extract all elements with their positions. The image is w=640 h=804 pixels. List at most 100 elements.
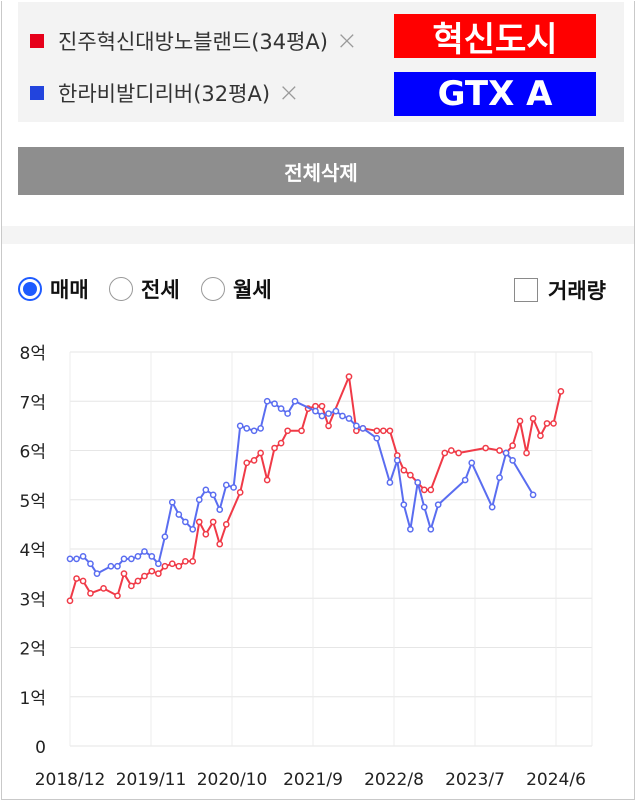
data-point-red <box>543 420 551 427</box>
data-point-red <box>243 459 251 467</box>
data-point-red <box>537 432 544 440</box>
data-point-blue <box>277 405 285 412</box>
radio-empty-icon <box>201 277 225 301</box>
radio-sale[interactable]: 매매 <box>18 274 89 304</box>
data-point-blue <box>318 412 326 420</box>
data-point-blue <box>359 424 367 432</box>
data-point-red <box>257 449 264 457</box>
data-point-blue <box>509 457 516 464</box>
data-point-red <box>386 427 394 435</box>
data-point-red <box>325 422 332 430</box>
data-point-blue <box>250 427 258 435</box>
data-point-red <box>182 557 189 565</box>
data-point-blue <box>148 553 156 560</box>
y-tick-label: 4억 <box>20 541 46 561</box>
badge-gtx-a: GTX A <box>394 72 596 116</box>
data-point-red <box>155 570 162 577</box>
x-tick-label: 2022/8 <box>364 770 424 790</box>
data-point-blue <box>161 533 169 541</box>
data-point-blue <box>87 560 94 568</box>
radio-empty-icon <box>109 277 133 301</box>
section-divider <box>2 226 634 244</box>
data-point-blue <box>468 459 476 467</box>
legend-swatch-red <box>30 34 44 48</box>
y-tick-label: 3억 <box>20 590 46 610</box>
data-point-red <box>380 427 387 435</box>
data-point-red <box>202 530 210 538</box>
badge-innovation-city: 혁신도시 <box>394 14 596 60</box>
data-point-red <box>441 449 449 457</box>
radio-jeonse[interactable]: 전세 <box>109 274 180 304</box>
data-point-red <box>400 466 408 474</box>
radio-label: 전세 <box>141 278 180 302</box>
data-point-red <box>195 518 203 526</box>
data-point-blue <box>325 410 332 417</box>
data-point-blue <box>73 555 80 563</box>
compare-item-2: 한라비발디리버(32평A) × <box>30 76 300 110</box>
data-point-red <box>455 449 462 457</box>
data-point-blue <box>420 503 428 511</box>
compare-item-name: 진주혁신대방노블랜드(34평A) <box>58 30 328 54</box>
data-point-blue <box>271 400 278 408</box>
data-point-blue <box>128 555 135 563</box>
data-point-blue <box>257 424 264 432</box>
data-point-blue <box>427 525 435 533</box>
y-tick-label: 5억 <box>20 492 46 512</box>
data-point-red <box>509 442 516 449</box>
volume-checkbox[interactable]: 거래량 <box>514 276 606 304</box>
data-point-blue <box>496 474 503 481</box>
data-point-red <box>427 486 435 494</box>
x-tick-label: 2018/12 <box>35 770 106 790</box>
data-point-red <box>420 486 428 494</box>
data-point-blue <box>291 397 299 405</box>
radio-selected-icon <box>18 277 42 301</box>
close-icon[interactable]: × <box>278 78 300 108</box>
x-tick-label: 2019/11 <box>116 770 187 790</box>
data-point-blue <box>175 511 183 518</box>
data-point-red <box>66 597 74 605</box>
data-point-blue <box>66 555 74 563</box>
data-point-blue <box>312 407 319 415</box>
radio-label: 월세 <box>233 278 272 302</box>
data-point-red <box>209 518 217 526</box>
data-point-red <box>482 444 489 452</box>
data-point-blue <box>345 415 353 422</box>
data-point-red <box>120 570 128 577</box>
y-tick-label: 8억 <box>20 344 46 364</box>
data-point-blue <box>222 481 230 489</box>
data-point-blue <box>284 410 291 417</box>
data-point-blue <box>529 491 537 499</box>
data-point-red <box>407 471 414 479</box>
clear-all-button[interactable]: 전체삭제 <box>18 147 624 195</box>
data-point-red <box>114 592 121 600</box>
radio-monthly-rent[interactable]: 월세 <box>201 274 272 304</box>
data-point-blue <box>502 449 510 457</box>
x-tick-label: 2021/9 <box>283 770 343 790</box>
data-point-blue <box>414 479 422 486</box>
data-point-red <box>318 402 326 410</box>
data-point-blue <box>141 548 148 555</box>
data-point-blue <box>79 553 87 560</box>
data-point-red <box>447 447 455 454</box>
data-point-blue <box>216 506 224 513</box>
x-tick-label: 2020/10 <box>197 770 268 790</box>
data-point-blue <box>353 422 360 430</box>
data-point-blue <box>393 457 401 464</box>
data-point-blue <box>434 501 442 509</box>
data-point-red <box>141 572 148 580</box>
data-point-red <box>263 476 271 484</box>
data-point-blue <box>114 562 121 570</box>
data-point-blue <box>107 562 115 570</box>
data-point-blue <box>93 570 101 577</box>
volume-label: 거래량 <box>548 279 606 303</box>
data-point-blue <box>400 501 408 509</box>
data-point-red <box>516 417 524 425</box>
y-tick-label: 7억 <box>20 393 46 413</box>
close-icon[interactable]: × <box>336 26 358 56</box>
data-point-red <box>161 562 169 570</box>
data-point-red <box>222 521 230 528</box>
legend-swatch-blue <box>30 86 44 100</box>
data-point-red <box>345 373 353 380</box>
data-point-blue <box>263 397 271 405</box>
data-point-blue <box>182 518 189 526</box>
